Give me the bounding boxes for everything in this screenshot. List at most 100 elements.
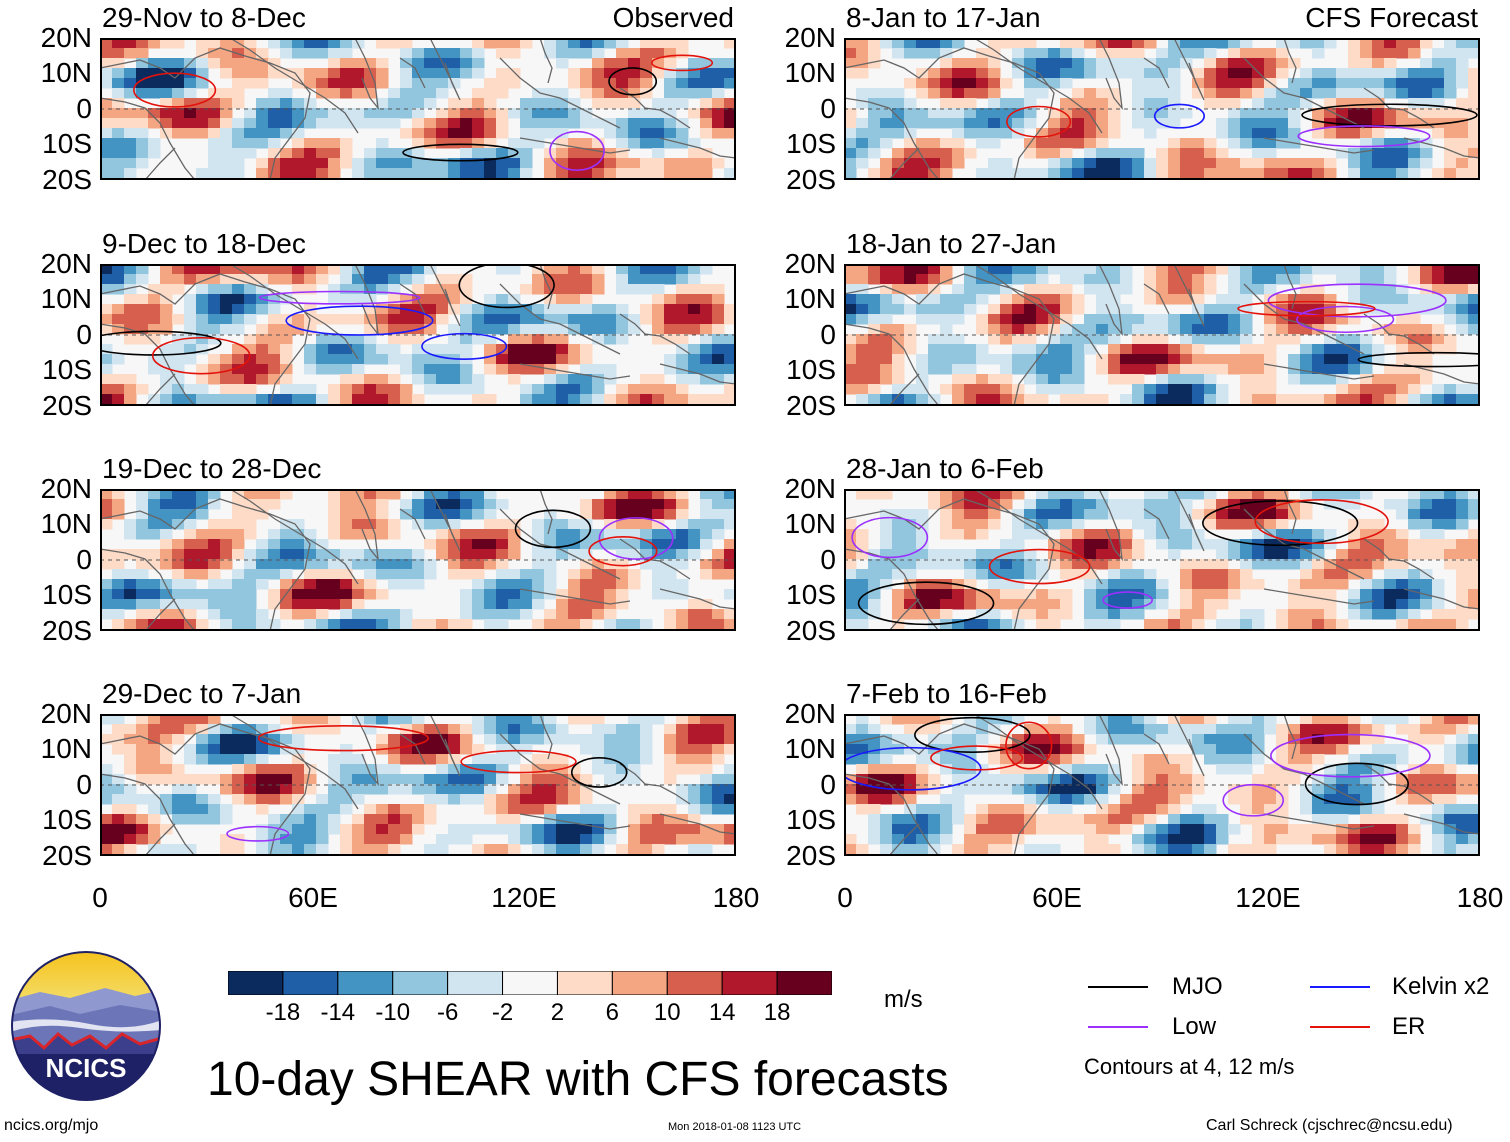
shear-cell xyxy=(148,764,161,775)
shear-cell xyxy=(172,374,185,385)
shear-cell xyxy=(1252,58,1265,69)
shear-cell xyxy=(412,168,425,179)
shear-cell xyxy=(400,394,413,405)
shear-cell xyxy=(892,108,905,119)
coastline xyxy=(100,773,196,856)
shear-cell xyxy=(184,394,197,405)
shear-cell xyxy=(412,559,425,570)
shear-cell xyxy=(856,774,869,785)
shear-cell xyxy=(1132,589,1145,600)
shear-cell xyxy=(1228,334,1241,345)
shear-cell xyxy=(424,774,437,785)
shear-cell xyxy=(580,304,593,315)
shear-cell xyxy=(1396,589,1409,600)
shear-cell xyxy=(1060,364,1073,375)
shear-cell xyxy=(1264,549,1277,560)
shear-cell xyxy=(1240,499,1253,510)
shear-cell xyxy=(1312,38,1325,49)
shear-cell xyxy=(868,579,881,590)
shear-cell xyxy=(580,744,593,755)
shear-cell xyxy=(976,118,989,129)
shear-cell xyxy=(568,158,581,169)
shear-cell xyxy=(1312,489,1325,500)
shear-cell xyxy=(952,529,965,540)
shear-cell xyxy=(1324,68,1337,79)
shear-cell xyxy=(988,489,1001,500)
shear-cell xyxy=(964,589,977,600)
shear-cell xyxy=(1012,108,1025,119)
shear-cell xyxy=(1288,314,1301,325)
shear-cell xyxy=(928,589,941,600)
shear-cell xyxy=(1024,804,1037,815)
shear-cell xyxy=(1456,569,1469,580)
shear-cell xyxy=(232,794,245,805)
shear-cell xyxy=(592,324,605,335)
shear-cell xyxy=(1132,68,1145,79)
shear-cell xyxy=(700,128,713,139)
shear-cell xyxy=(400,559,413,570)
shear-cell xyxy=(1096,609,1109,620)
shear-cell xyxy=(1072,364,1085,375)
shear-cell xyxy=(1024,509,1037,520)
shear-cell xyxy=(1420,764,1433,775)
shear-cell xyxy=(580,168,593,179)
shear-cell xyxy=(1360,78,1373,89)
shear-cell xyxy=(100,734,113,745)
shear-cell xyxy=(100,384,113,395)
shear-cell xyxy=(724,334,736,345)
shear-cell xyxy=(280,489,293,500)
shear-cell xyxy=(1240,264,1253,275)
shear-cell xyxy=(1120,539,1133,550)
shear-cell xyxy=(712,58,725,69)
shear-cell xyxy=(160,108,173,119)
shear-cell xyxy=(232,579,245,590)
shear-cell xyxy=(136,158,149,169)
shear-cell xyxy=(1348,724,1361,735)
shear-cell xyxy=(1132,784,1145,795)
shear-cell xyxy=(292,128,305,139)
shear-cell xyxy=(1072,519,1085,530)
shear-cell xyxy=(100,48,113,59)
coastline xyxy=(519,588,631,605)
shear-cell xyxy=(388,489,401,500)
shear-cell xyxy=(712,294,725,305)
shear-cell xyxy=(892,794,905,805)
shear-cell xyxy=(268,304,281,315)
shear-cell xyxy=(616,158,629,169)
shear-cell xyxy=(1456,394,1469,405)
shear-cell xyxy=(1348,314,1361,325)
shear-cell xyxy=(952,784,965,795)
shear-cell xyxy=(1180,559,1193,570)
shear-cell xyxy=(316,264,329,275)
shear-cell xyxy=(844,284,857,295)
shear-cell xyxy=(1336,794,1349,805)
shear-cell xyxy=(892,814,905,825)
shear-cell xyxy=(364,824,377,835)
shear-cell xyxy=(604,609,617,620)
shear-cell xyxy=(700,834,713,845)
shear-cell xyxy=(472,569,485,580)
shear-cell xyxy=(940,158,953,169)
shear-cell xyxy=(544,344,557,355)
shear-cell xyxy=(1180,344,1193,355)
shear-cell xyxy=(1276,108,1289,119)
shear-field-fc2 xyxy=(844,264,1480,406)
shear-cell xyxy=(952,599,965,610)
shear-cell xyxy=(172,844,185,855)
shear-cell xyxy=(1192,784,1205,795)
shear-cell xyxy=(1024,499,1037,510)
shear-cell xyxy=(1432,529,1445,540)
shear-cell xyxy=(1444,38,1457,49)
shear-cell xyxy=(1168,158,1181,169)
shear-cell xyxy=(652,579,665,590)
shear-cell xyxy=(460,158,473,169)
shear-cell xyxy=(1108,314,1121,325)
shear-cell xyxy=(1204,264,1217,275)
shear-cell xyxy=(1240,539,1253,550)
shear-cell xyxy=(1060,724,1073,735)
shear-cell xyxy=(1204,609,1217,620)
shear-cell xyxy=(568,284,581,295)
shear-cell xyxy=(916,38,929,49)
shear-cell xyxy=(352,284,365,295)
shear-cell xyxy=(1468,549,1480,560)
